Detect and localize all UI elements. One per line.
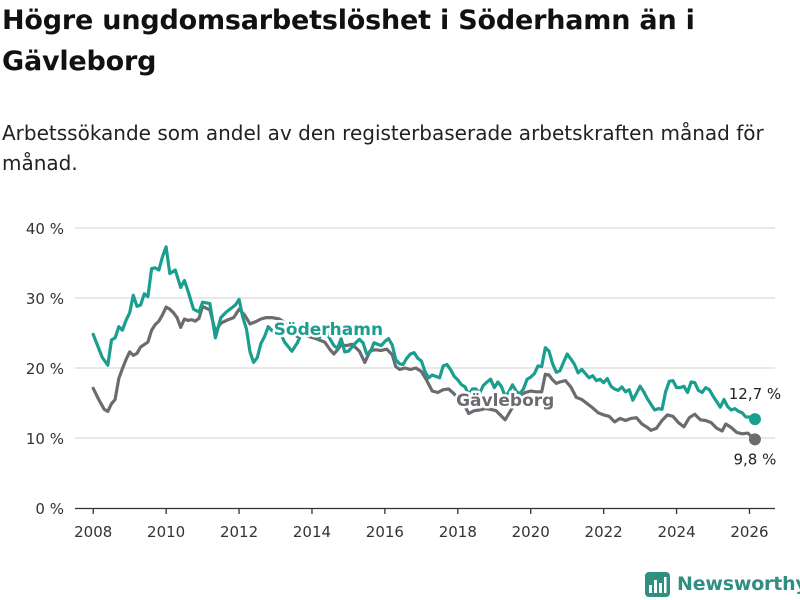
newsworthy-brand: Newsworthy: [645, 569, 800, 599]
x-tick-label: 2010: [147, 523, 185, 541]
x-tick-label: 2016: [366, 523, 404, 541]
chart-subtitle: Arbetssökande som andel av den registerb…: [2, 121, 764, 175]
x-tick-label: 2014: [293, 523, 331, 541]
series-label-soderhamn: Söderhamn: [274, 320, 383, 340]
y-tick-label: 10 %: [26, 430, 64, 448]
series-line-gavleborg: [91, 304, 757, 441]
brand-name: Newsworthy: [677, 573, 800, 595]
bar-chart-icon: [645, 571, 670, 597]
series-line-soderhamn: [91, 245, 757, 421]
y-tick-label: 40 %: [26, 220, 64, 238]
end-label-gavleborg: 9,8 %: [734, 450, 777, 468]
end-point-soderhamn: [748, 413, 761, 426]
end-point-gavleborg: [748, 433, 761, 446]
x-tick-label: 2022: [585, 523, 623, 541]
x-tick-label: 2026: [730, 523, 768, 541]
x-tick-label: 2008: [74, 523, 112, 541]
x-tick-label: 2012: [220, 523, 258, 541]
x-tick-label: 2018: [439, 523, 477, 541]
end-label-soderhamn: 12,7 %: [729, 385, 781, 403]
chart-title: Högre ungdomsarbetslöshet i Söderhamn än…: [2, 5, 695, 77]
x-tick-label: 2024: [657, 523, 695, 541]
y-tick-label: 20 %: [26, 360, 64, 378]
y-tick-label: 0 %: [35, 500, 64, 518]
series-label-gavleborg: Gävleborg: [456, 391, 554, 411]
y-tick-label: 30 %: [26, 290, 64, 308]
x-tick-label: 2020: [512, 523, 550, 541]
